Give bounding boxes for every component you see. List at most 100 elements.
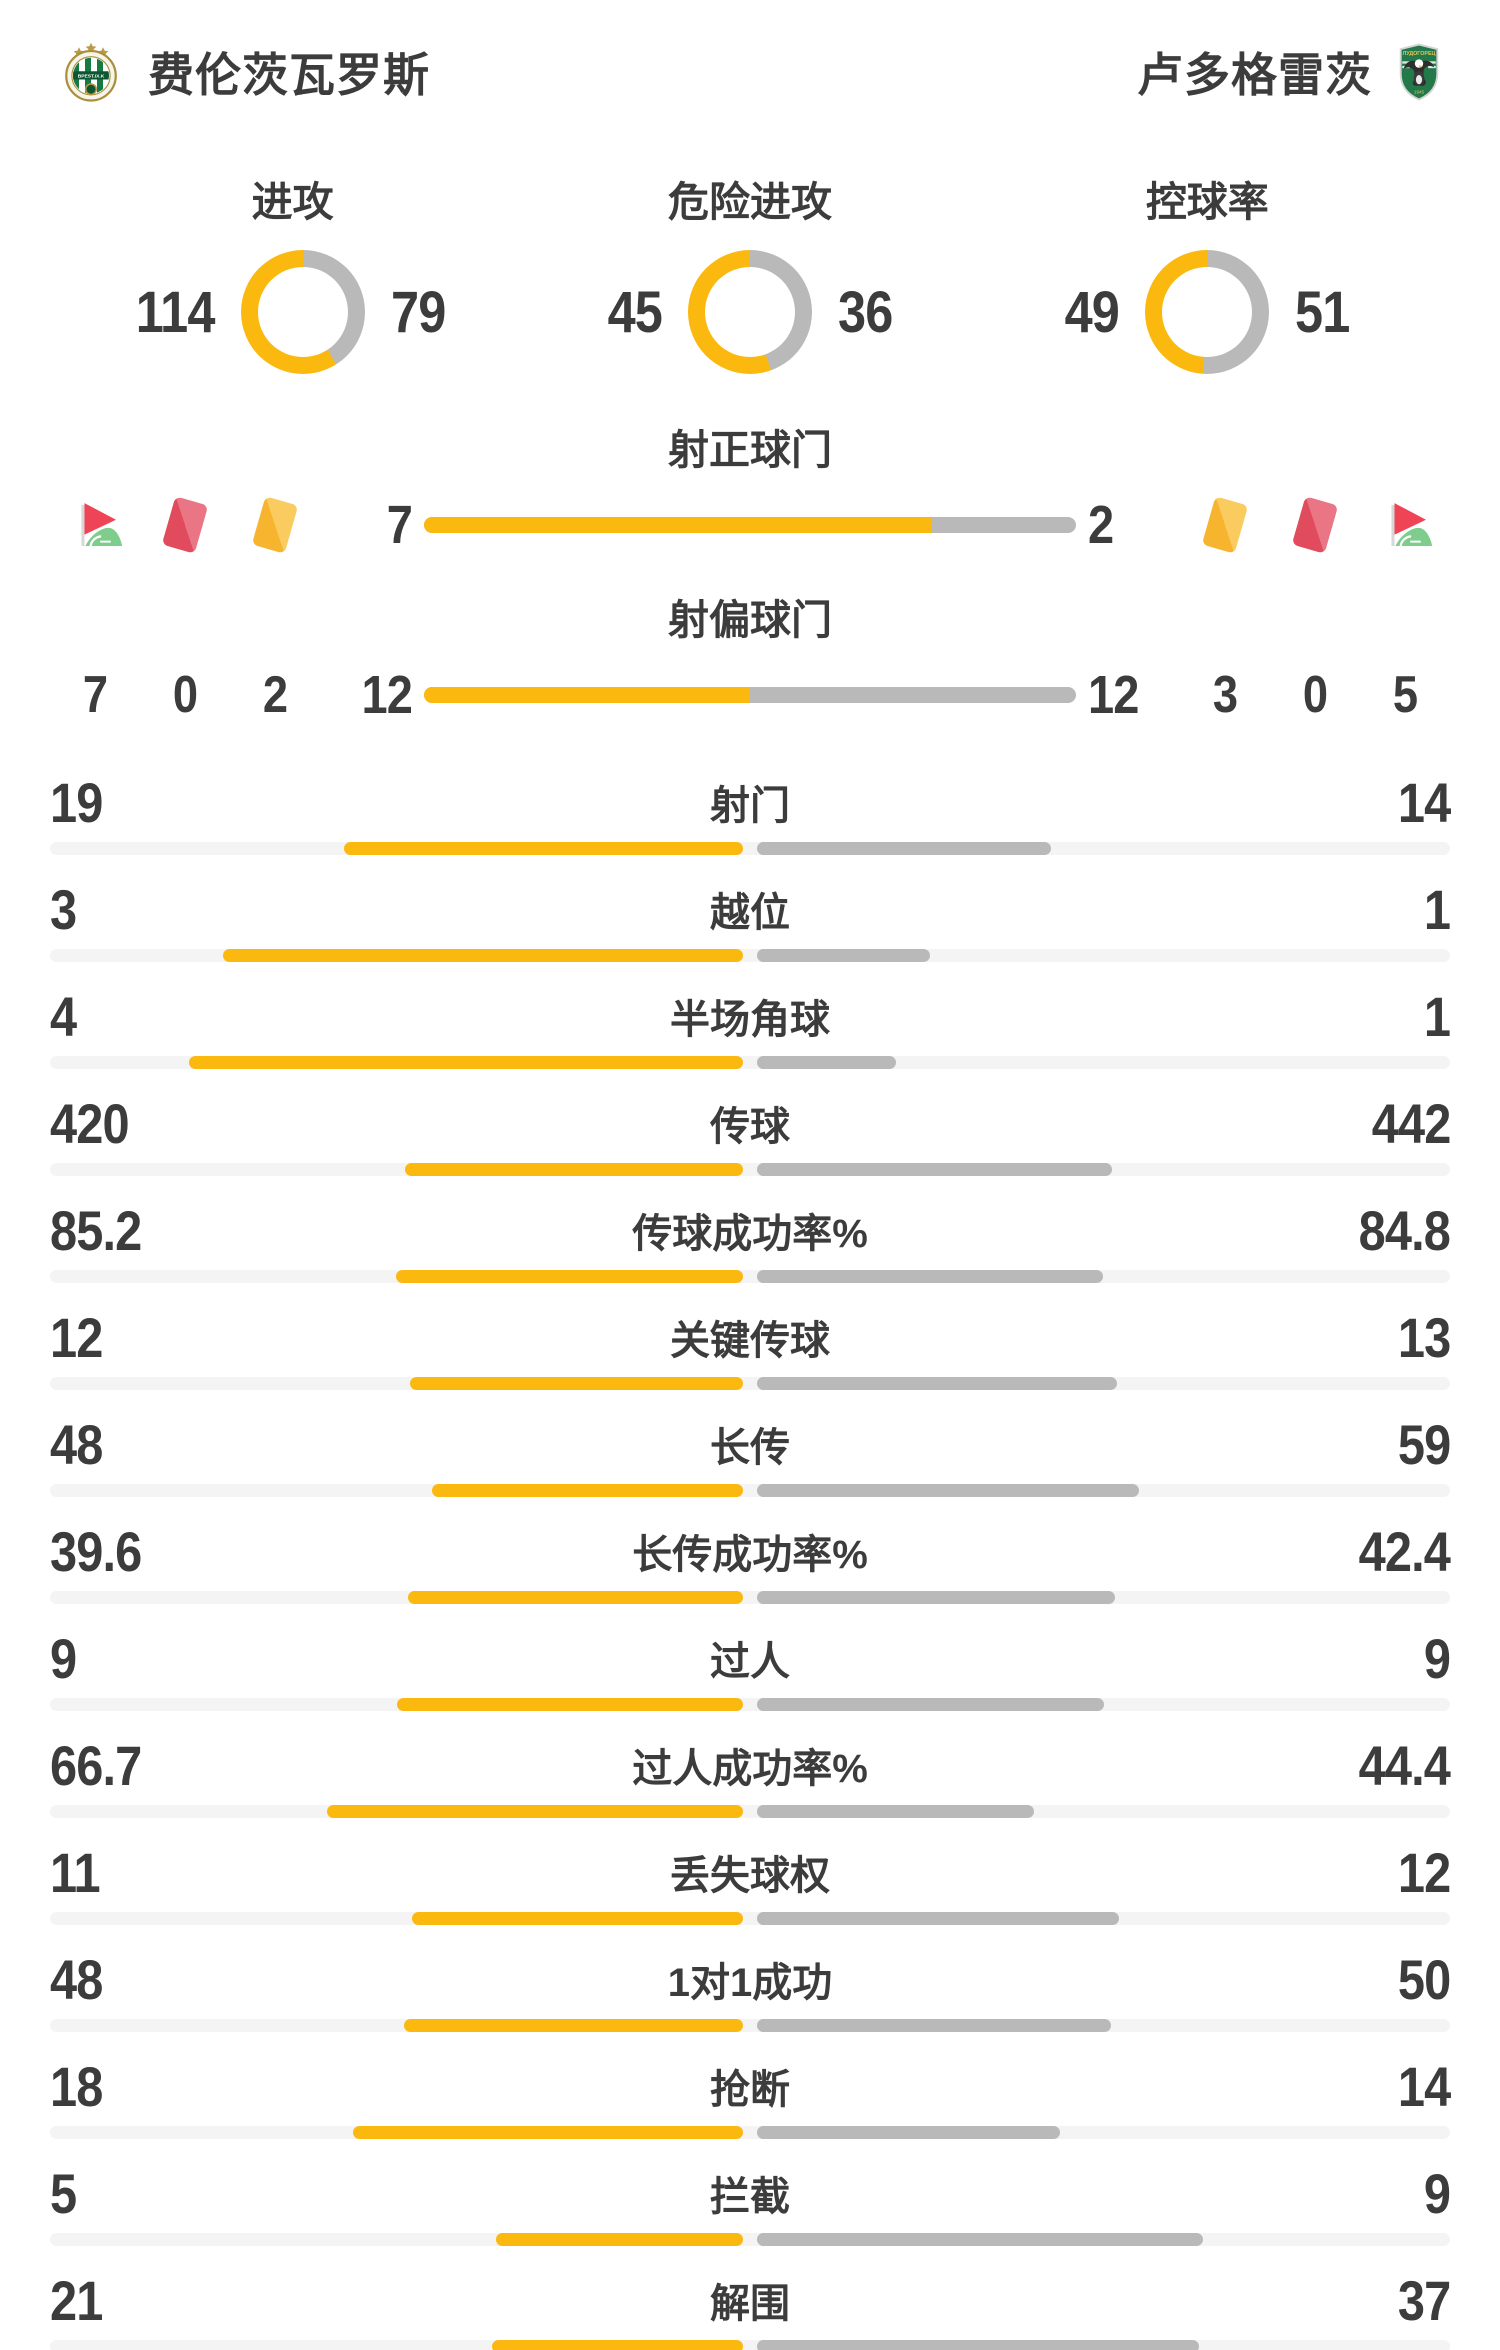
- stat-row: 420 传球 442: [0, 1069, 1500, 1176]
- stat-bar-home-fill: [495, 2233, 743, 2246]
- yellow-card-icon: [230, 493, 320, 557]
- shots-off-target-bar: [424, 687, 1076, 703]
- stat-row: 4 半场角球 1: [0, 962, 1500, 1069]
- stat-row: 9 过人 9: [0, 1604, 1500, 1711]
- stat-label: 传球: [710, 1105, 790, 1149]
- donut-ring: [687, 250, 812, 374]
- stat-bar-home-fill: [411, 1912, 743, 1925]
- donut-home-value: 114: [136, 279, 216, 345]
- home-red-cards-count: 0: [172, 666, 198, 724]
- stat-bar-track: [50, 1698, 1450, 1711]
- home-corners-count: 7: [82, 666, 108, 724]
- shots-on-target-home-value: 7: [386, 495, 413, 555]
- stat-away-value: 37: [1397, 2268, 1451, 2332]
- stat-away-value: 14: [1397, 2054, 1451, 2118]
- donut-chart: 危险进攻 45 36: [521, 168, 978, 374]
- stat-bar-track: [50, 2126, 1450, 2139]
- stat-bar-away-fill: [757, 1591, 1116, 1604]
- donut-hole: [704, 267, 795, 357]
- home-team-name: 费伦茨瓦罗斯: [148, 49, 430, 101]
- stat-bar-away-fill: [757, 2126, 1061, 2139]
- stat-row: 66.7 过人成功率% 44.4: [0, 1711, 1500, 1818]
- stat-away-value: 44.4: [1358, 1733, 1451, 1797]
- stat-label: 半场角球: [670, 998, 830, 1042]
- donut-ring: [240, 250, 365, 374]
- stat-bar-track: [50, 2233, 1450, 2246]
- shots-off-target-away-value: 12: [1088, 665, 1139, 725]
- stat-home-value: 39.6: [50, 1519, 142, 1583]
- stat-home-value: 3: [50, 877, 77, 941]
- svg-text:BPEST.IX.K: BPEST.IX.K: [78, 74, 105, 80]
- red-card-icon: [1270, 493, 1360, 557]
- stat-bar-track: [50, 1270, 1450, 1283]
- stat-home-value: 420: [50, 1091, 130, 1155]
- stat-row: 48 1对1成功 50: [0, 1925, 1500, 2032]
- stat-row: 85.2 传球成功率% 84.8: [0, 1176, 1500, 1283]
- stat-label: 1对1成功: [667, 1961, 833, 2005]
- stat-bar-away-fill: [757, 1698, 1104, 1711]
- stat-bar-away-fill: [757, 1912, 1119, 1925]
- home-team: BPEST.IX.K 费伦茨瓦罗斯: [58, 38, 430, 106]
- stat-bar-home-fill: [353, 2126, 743, 2139]
- stat-away-value: 1: [1423, 984, 1451, 1048]
- stat-bar-away-fill: [757, 1056, 896, 1069]
- donut-title: 进攻: [251, 179, 334, 225]
- stat-row: 21 解围 37: [0, 2246, 1500, 2350]
- shots-on-target-home-fill: [424, 517, 932, 533]
- red-card-icon: [140, 493, 230, 557]
- donut-home-value: 45: [607, 279, 663, 345]
- stat-home-value: 48: [50, 1947, 103, 2011]
- stat-bar-track: [50, 842, 1450, 855]
- stat-bar-away-fill: [757, 2019, 1111, 2032]
- shots-off-target-row: 7 0 2 12 12 3 0 5: [0, 660, 1500, 730]
- svg-text:1945: 1945: [1414, 89, 1425, 94]
- stat-label: 抢断: [710, 2068, 790, 2112]
- header: BPEST.IX.K 费伦茨瓦罗斯 卢多格雷茨 ЛУДОГОРЕЦ: [0, 0, 1500, 106]
- stat-row: 12 关键传球 13: [0, 1283, 1500, 1390]
- shots-on-target-row: 7 2: [0, 490, 1500, 560]
- corner-flag-icon: [1360, 493, 1450, 557]
- stat-row: 3 越位 1: [0, 855, 1500, 962]
- shots-on-target-away-value: 2: [1088, 495, 1114, 555]
- stat-bar-away-fill: [757, 2340, 1200, 2350]
- stat-home-value: 21: [50, 2268, 103, 2332]
- stat-row: 39.6 长传成功率% 42.4: [0, 1497, 1500, 1604]
- donut-ring: [1145, 250, 1270, 374]
- away-team-logo: ЛУДОГОРЕЦ 1945: [1396, 43, 1442, 101]
- donut-home-value: 49: [1064, 279, 1120, 345]
- stat-away-value: 14: [1397, 770, 1451, 834]
- donut-away-value: 51: [1295, 279, 1350, 345]
- stat-label: 长传成功率%: [632, 1533, 868, 1577]
- stat-bar-away-fill: [757, 1270, 1103, 1283]
- stat-bar-track: [50, 1377, 1450, 1390]
- stat-away-value: 12: [1397, 1840, 1451, 1904]
- stat-row: 19 射门 14: [0, 748, 1500, 855]
- stat-away-value: 1: [1423, 877, 1451, 941]
- stat-bar-home-fill: [396, 1698, 743, 1711]
- stat-bar-home-fill: [344, 842, 743, 855]
- home-discipline-icons: [50, 493, 320, 557]
- stat-bar-away-fill: [757, 2233, 1203, 2246]
- donut-chart: 控球率 49 51: [979, 168, 1436, 374]
- stat-label: 丢失球权: [670, 1854, 830, 1898]
- stat-bar-home-fill: [223, 949, 743, 962]
- stat-bar-away-fill: [757, 842, 1051, 855]
- stat-label: 关键传球: [670, 1319, 830, 1363]
- stat-label: 越位: [710, 891, 790, 935]
- stat-bar-track: [50, 1163, 1450, 1176]
- stat-row: 48 长传 59: [0, 1390, 1500, 1497]
- stat-bar-home-fill: [410, 1377, 743, 1390]
- donut-charts-section: 进攻 114 79 危险进攻 45 36 控球率 49 51: [0, 168, 1500, 374]
- stat-row: 5 拦截 9: [0, 2139, 1500, 2246]
- yellow-card-icon: [1180, 493, 1270, 557]
- stat-away-value: 50: [1397, 1947, 1451, 2011]
- stat-bar-away-fill: [757, 1805, 1034, 1818]
- stat-bar-track: [50, 1056, 1450, 1069]
- donut-away-value: 36: [837, 279, 893, 345]
- stat-bar-home-fill: [405, 1163, 743, 1176]
- stat-bar-home-fill: [395, 1270, 743, 1283]
- shots-off-target-home-fill: [424, 687, 750, 703]
- stat-bar-home-fill: [408, 1591, 743, 1604]
- stat-bar-away-fill: [757, 1163, 1113, 1176]
